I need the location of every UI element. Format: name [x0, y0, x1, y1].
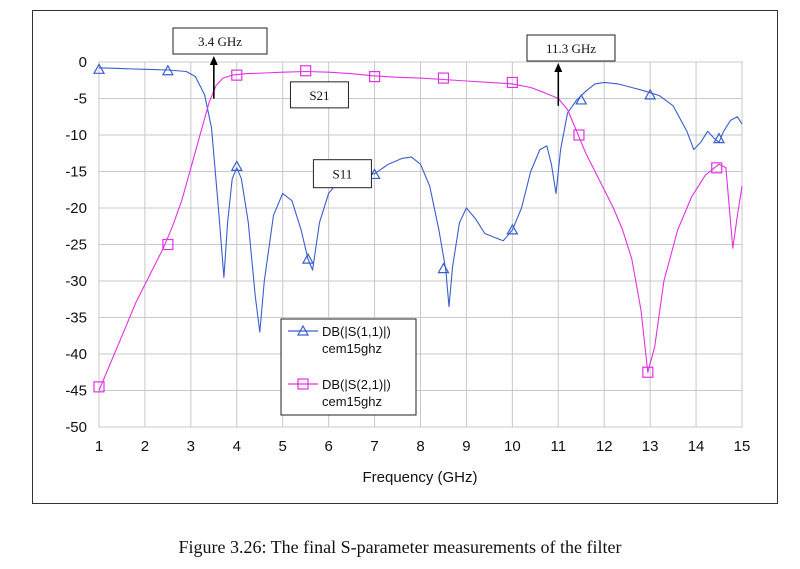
y-tick-label: 0	[79, 54, 87, 71]
curve-label-box	[289, 81, 349, 109]
legend-s11-name: DB(|S(1,1)|)	[322, 324, 391, 339]
x-tick-label: 6	[324, 438, 332, 455]
annotation-arrowhead-icon	[554, 63, 563, 72]
x-tick-label: 1	[95, 438, 103, 455]
s21-square-marker	[506, 76, 518, 89]
s21-square-marker	[368, 70, 381, 83]
s11-triangle-marker	[575, 93, 588, 105]
y-tick-label: -15	[65, 164, 87, 181]
x-tick-label: 8	[416, 438, 424, 455]
s11-triangle-marker	[301, 252, 314, 264]
x-axis-title: Frequency (GHz)	[362, 469, 477, 486]
y-tick-label: -35	[65, 310, 87, 327]
curve-label-box	[312, 159, 372, 189]
figure-caption: Figure 3.26: The final S-parameter measu…	[178, 537, 622, 557]
s11-triangle-marker	[368, 168, 381, 180]
s21-line	[98, 70, 743, 391]
legend-s21-square-icon	[297, 378, 309, 390]
annotation-label: 11.3 GHz	[546, 41, 596, 56]
curve-label: S21	[309, 88, 329, 103]
legend-s21-name: DB(|S(2,1)|)	[322, 377, 391, 392]
annotation-box	[172, 27, 268, 55]
x-tick-label: 3	[187, 438, 195, 455]
legend-s11-sub: cem15ghz	[322, 341, 382, 356]
s21-square-marker	[437, 72, 450, 84]
s21-square-marker	[642, 366, 654, 378]
s21-square-marker	[573, 129, 585, 141]
x-tick-label: 4	[233, 438, 241, 455]
annotation-label: 3.4 GHz	[198, 34, 242, 49]
s11-triangle-marker	[161, 64, 174, 76]
s21-square-marker	[711, 162, 723, 174]
s11-line	[98, 67, 743, 333]
s11-triangle-marker	[230, 160, 243, 171]
x-tick-label: 10	[504, 438, 521, 455]
s21-square-marker	[93, 381, 105, 393]
x-tick-label: 12	[596, 438, 613, 455]
s11-triangle-marker	[644, 88, 657, 100]
y-tick-label: -10	[65, 127, 87, 144]
y-tick-label: -30	[65, 273, 87, 290]
y-tick-label: -40	[65, 346, 87, 363]
annotation-box	[526, 34, 616, 62]
s-parameter-chart: 1 2 3 4 5 6 7 8 9 10 11 12 13 14 150-5-10-15-20-25-30-…	[65, 27, 751, 486]
x-tick-label: 2	[141, 438, 149, 455]
y-tick-label: -50	[65, 419, 87, 436]
curve-label: S11	[333, 167, 353, 182]
legend-s11-triangle-icon	[296, 324, 310, 336]
figure-frame: 1 2 3 4 5 6 7 8 9 10 11 12 13 14 15 0 -5 -10 -15 -20 -25 -30-…	[32, 10, 778, 504]
x-tick-label: 15	[734, 438, 751, 455]
s11-triangle-marker	[713, 132, 726, 144]
x-tick-label: 13	[642, 438, 659, 455]
x-tick-label: 9	[462, 438, 470, 455]
legend: DB(|S(1,1)|) cem15ghz DB(|S(2,1)|) cem15…	[280, 318, 417, 416]
x-tick-label: 7	[370, 438, 378, 455]
s21-square-marker	[300, 65, 312, 77]
s11-triangle-marker	[92, 63, 106, 74]
s21-square-marker	[231, 69, 243, 81]
y-tick-label: -5	[74, 91, 87, 108]
y-tick-label: -20	[65, 200, 87, 217]
legend-s21-sub: cem15ghz	[322, 394, 382, 409]
x-tick-label: 5	[279, 438, 287, 455]
y-tick-label: -25	[65, 237, 87, 254]
x-tick-label: 11	[550, 438, 566, 455]
s11-triangle-marker	[437, 262, 450, 274]
s21-square-marker	[162, 238, 174, 251]
annotation-arrowhead-icon	[209, 56, 218, 65]
y-tick-label: -45	[65, 383, 87, 400]
x-tick-label: 14	[688, 438, 705, 455]
s11-triangle-marker	[506, 223, 519, 235]
